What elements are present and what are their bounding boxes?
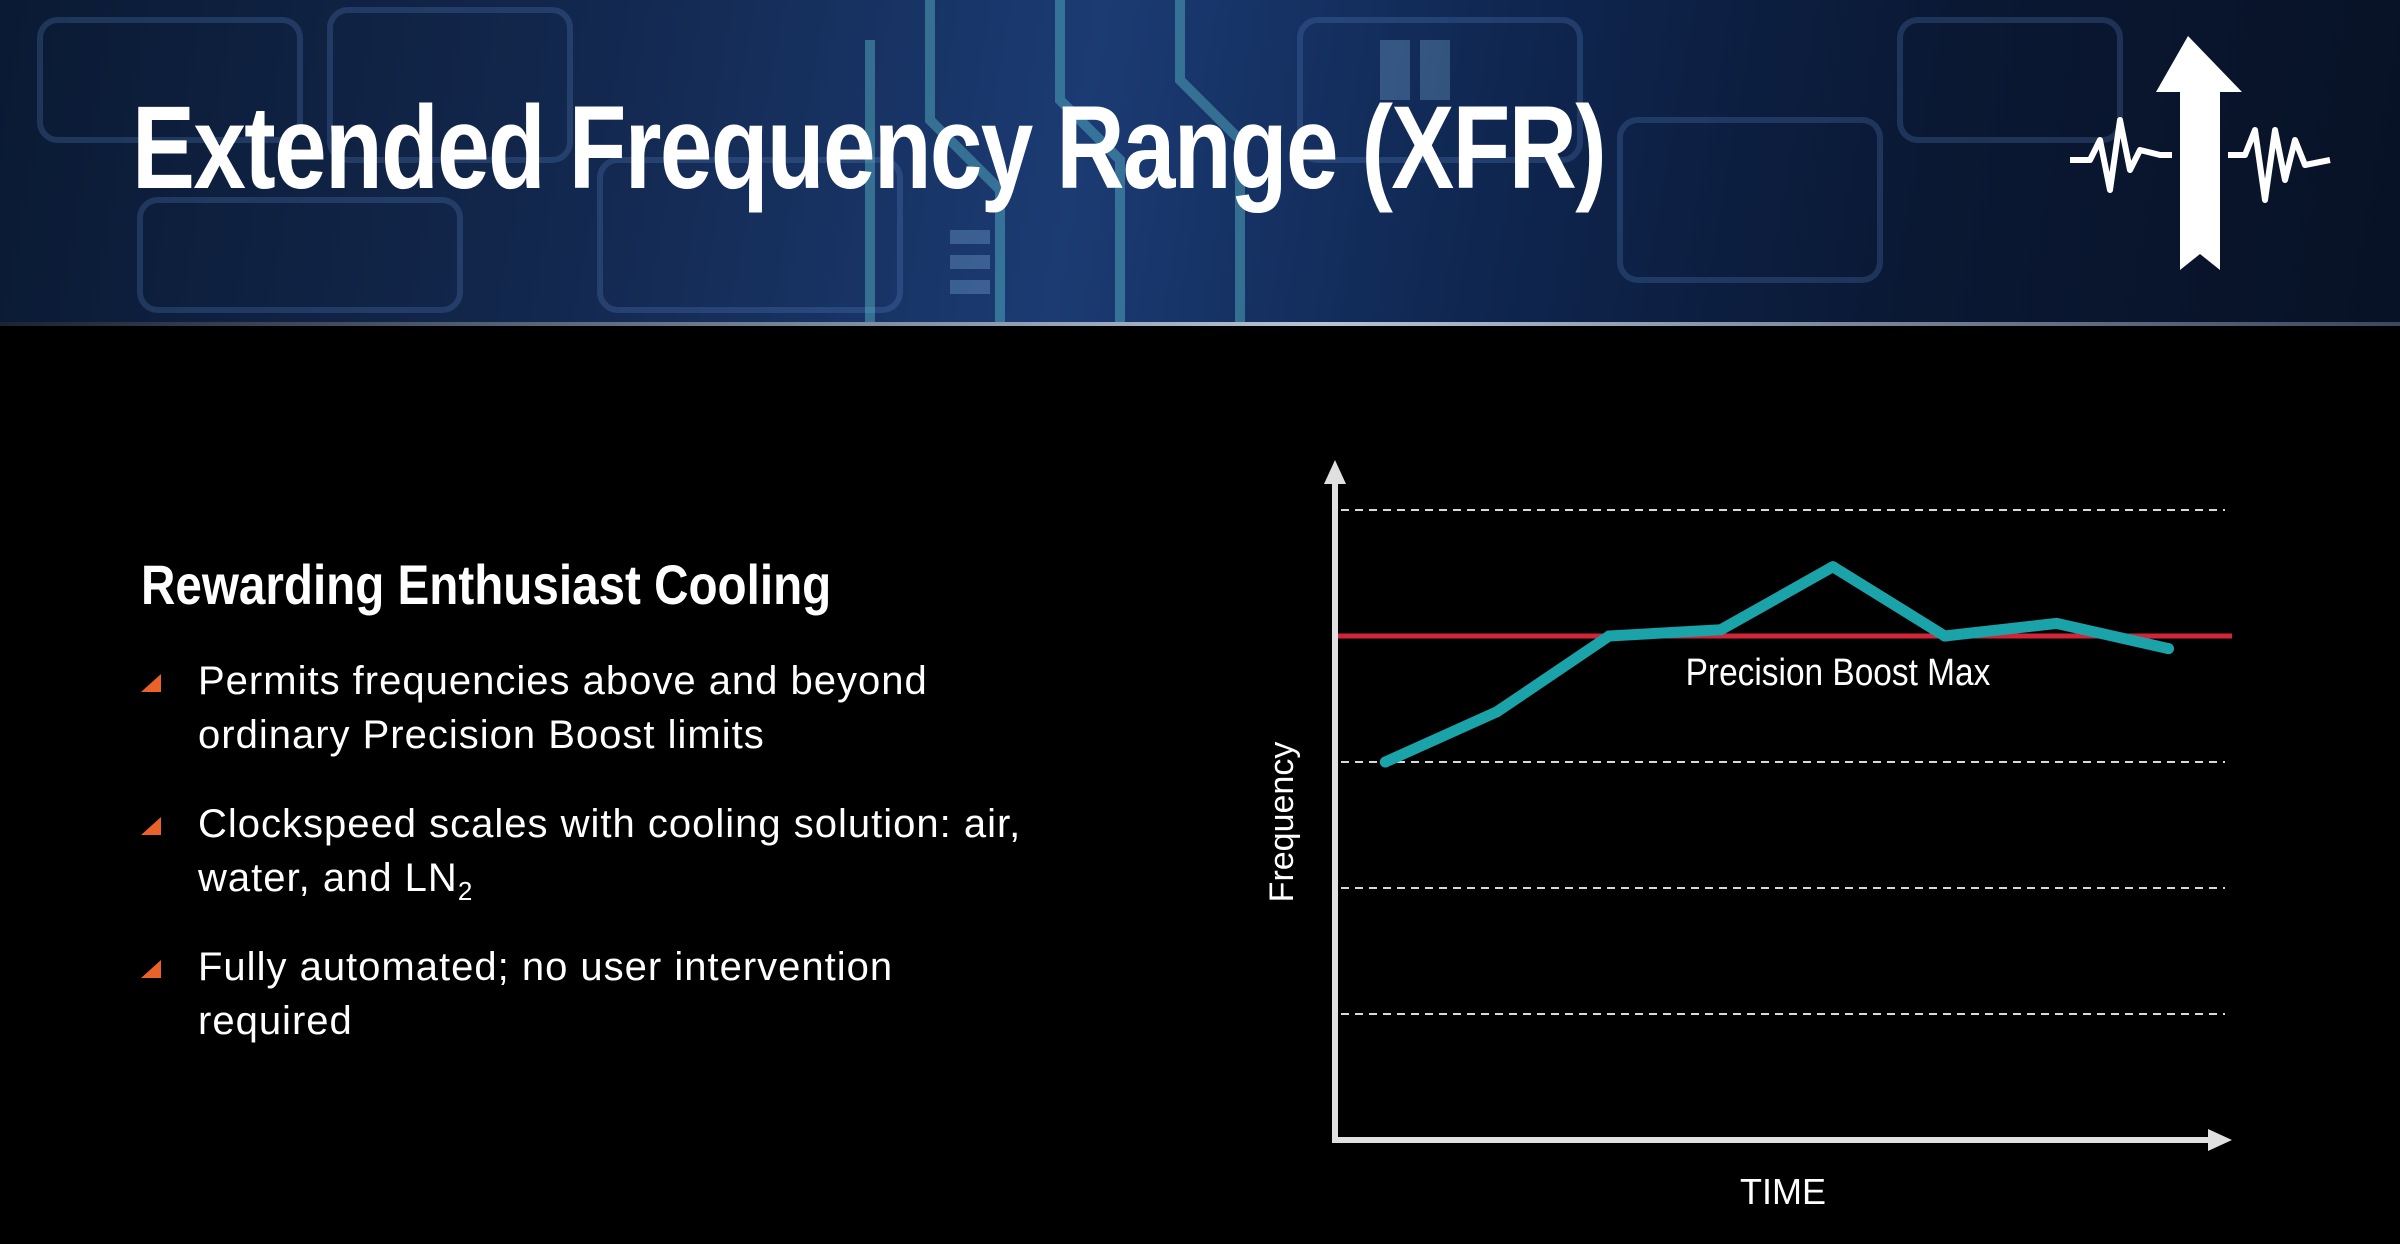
y-axis-label: Frequency: [1263, 742, 1301, 903]
data-point: [1379, 756, 1391, 768]
bullet-line: required: [198, 999, 353, 1043]
banner-divider: [0, 322, 2400, 326]
data-point: [2051, 617, 2063, 629]
triangle-bullet-icon: [141, 960, 161, 978]
x-axis-arrow-icon: [2208, 1129, 2232, 1151]
bullet-line: Permits frequencies above and beyond: [198, 659, 928, 703]
page-title: Extended Frequency Range (XFR): [132, 82, 1607, 214]
triangle-bullet-icon: [141, 817, 161, 835]
bullet-line: ordinary Precision Boost limits: [198, 713, 765, 757]
data-point: [1603, 630, 1615, 642]
y-axis-arrow-icon: [1324, 460, 1346, 484]
bullet-line: Clockspeed scales with cooling solution:…: [198, 802, 1022, 846]
bullet-line: water, and LN2: [198, 851, 1021, 918]
subscript: 2: [457, 876, 474, 906]
data-point: [1827, 561, 1839, 573]
data-point: [1491, 706, 1503, 718]
bullet-line-prefix: water, and LN: [198, 856, 458, 900]
bullet-line: Fully automated; no user intervention: [198, 945, 894, 989]
bullet-text: Clockspeed scales with cooling solution:…: [198, 797, 1021, 918]
bullet-text: Permits frequencies above and beyond ord…: [198, 654, 928, 762]
frequency-boost-arrow-icon: [2070, 36, 2331, 270]
reference-line-label: Precision Boost Max: [1686, 651, 1991, 693]
x-axis-label: TIME: [1740, 1171, 1826, 1212]
frequency-series-line: [1379, 561, 2174, 768]
data-point: [2162, 643, 2174, 655]
circuit-background: [37, 0, 2123, 322]
triangle-bullet-icon: [141, 674, 161, 692]
bullet-text: Fully automated; no user intervention re…: [198, 940, 893, 1048]
data-point: [1939, 630, 1951, 642]
header-banner: Extended Frequency Range (XFR): [0, 0, 2400, 322]
data-point: [1715, 624, 1727, 636]
section-heading: Rewarding Enthusiast Cooling: [141, 553, 832, 616]
